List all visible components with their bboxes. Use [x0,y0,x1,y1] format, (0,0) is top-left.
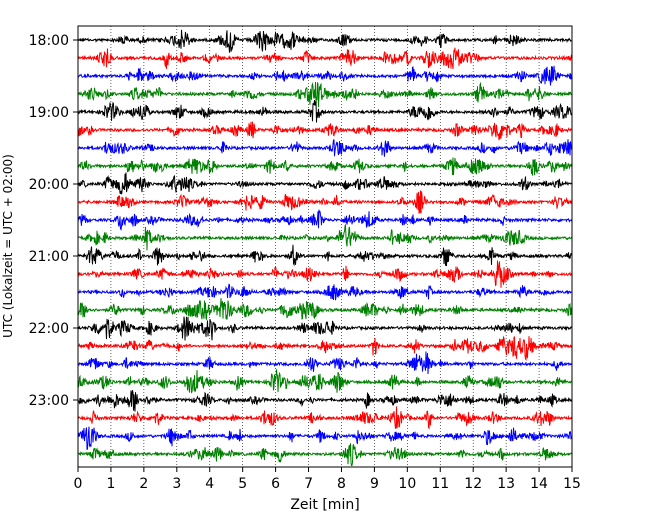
trace-2130 [77,283,573,301]
trace-1900 [77,100,573,123]
y-tick-label: 23:00 [29,393,69,409]
trace-2015 [77,190,573,214]
trace-1930 [77,139,573,157]
x-tick-label: 1 [106,476,115,492]
x-tick-label: 15 [563,476,581,492]
x-axis-ticks: 0 1 2 3 4 5 6 7 8 9 10 11 12 13 14 15 [74,467,581,492]
x-tick-label: 11 [431,476,449,492]
trace-1915 [77,121,573,141]
trace-1815 [77,47,573,69]
y-tick-label: 21:00 [29,249,69,265]
trace-2300 [77,390,573,412]
trace-2245 [77,369,573,394]
plot-frame [77,25,573,468]
trace-2030 [77,209,573,231]
x-tick-label: 3 [172,476,181,492]
x-tick-label: 4 [205,476,214,492]
trace-2000 [77,172,573,195]
x-tick-label: 0 [74,476,83,492]
trace-2215 [77,335,573,361]
x-tick-label: 6 [271,476,280,492]
y-axis-ticks: 18:00 19:00 20:00 21:00 22:00 23:00 [29,33,78,409]
x-tick-label: 14 [530,476,548,492]
x-tick-label: 10 [398,476,416,492]
trace-1830 [77,65,573,86]
y-tick-label: 18:00 [29,33,69,49]
trace-2045 [77,223,573,251]
trace-2345 [77,443,573,467]
y-tick-label: 22:00 [29,321,69,337]
trace-2145 [77,298,573,321]
trace-2200 [77,316,573,341]
x-axis-title: Zeit [min] [290,497,359,513]
y-tick-label: 19:00 [29,105,69,121]
trace-1845 [77,81,573,108]
y-axis-title: UTC (Lokalzeit = UTC + 02:00) [1,154,15,338]
trace-2115 [77,260,573,288]
x-tick-label: 12 [464,476,482,492]
x-tick-label: 2 [139,476,148,492]
x-tick-label: 5 [238,476,247,492]
trace-2100 [77,244,573,267]
trace-1800 [77,29,573,53]
trace-2330 [77,426,573,450]
trace-2230 [77,351,573,375]
y-tick-label: 20:00 [29,177,69,193]
trace-2315 [77,406,573,430]
x-tick-label: 9 [370,476,379,492]
x-tick-label: 8 [337,476,346,492]
x-tick-label: 7 [304,476,313,492]
seismic-traces [77,29,573,467]
x-tick-label: 13 [497,476,515,492]
trace-1945 [77,157,573,176]
